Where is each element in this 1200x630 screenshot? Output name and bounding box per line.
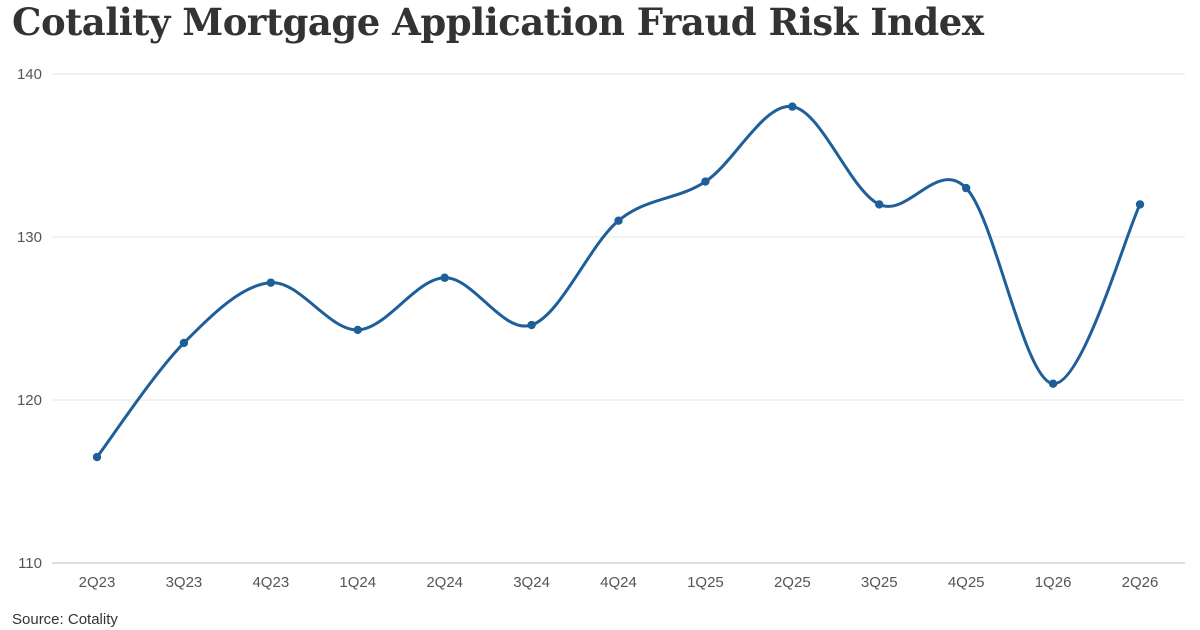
data-point — [961, 183, 971, 193]
data-point — [353, 325, 362, 335]
y-tick-label: 130 — [17, 229, 42, 246]
data-point — [701, 177, 710, 186]
x-tick-label: 2Q24 — [426, 574, 463, 591]
data-point — [266, 278, 276, 287]
gridlines — [52, 73, 1185, 564]
data-points — [92, 102, 1145, 462]
x-tick-label: 2Q23 — [79, 574, 116, 591]
series-line — [95, 105, 1142, 459]
data-point — [875, 200, 884, 209]
x-tick-label: 2Q26 — [1122, 574, 1159, 591]
data-point — [179, 338, 189, 348]
x-tick-label: 4Q23 — [252, 574, 289, 591]
data-point — [92, 452, 102, 462]
data-point — [527, 320, 536, 330]
x-tick-label: 3Q23 — [166, 574, 203, 591]
x-tick-label: 2Q25 — [774, 574, 811, 591]
data-point — [1048, 379, 1058, 388]
x-tick-label: 3Q25 — [861, 574, 898, 591]
chart-title: Cotality Mortgage Application Fraud Risk… — [12, 0, 984, 44]
data-point — [440, 273, 449, 282]
data-point — [788, 102, 797, 111]
y-tick-label: 110 — [18, 555, 42, 572]
data-point — [614, 216, 623, 225]
y-tick-label: 140 — [17, 66, 42, 83]
data-point — [1135, 200, 1145, 209]
series-line-layer — [95, 105, 1142, 459]
y-axis-ticks: 110 120 130 140 — [17, 66, 42, 572]
x-tick-label: 1Q24 — [339, 574, 376, 591]
x-tick-label: 4Q24 — [600, 574, 637, 591]
x-tick-label: 3Q24 — [513, 574, 550, 591]
x-tick-label: 1Q25 — [687, 574, 724, 591]
x-tick-label: 4Q25 — [948, 574, 985, 591]
x-tick-label: 1Q26 — [1035, 574, 1072, 591]
y-tick-label: 120 — [17, 392, 42, 409]
x-axis-ticks: 2Q23 3Q23 4Q23 1Q24 2Q24 3Q24 4Q24 1Q25 2Q25 3Q25… — [79, 574, 1159, 591]
source-note: Source: Cotality — [12, 611, 118, 628]
